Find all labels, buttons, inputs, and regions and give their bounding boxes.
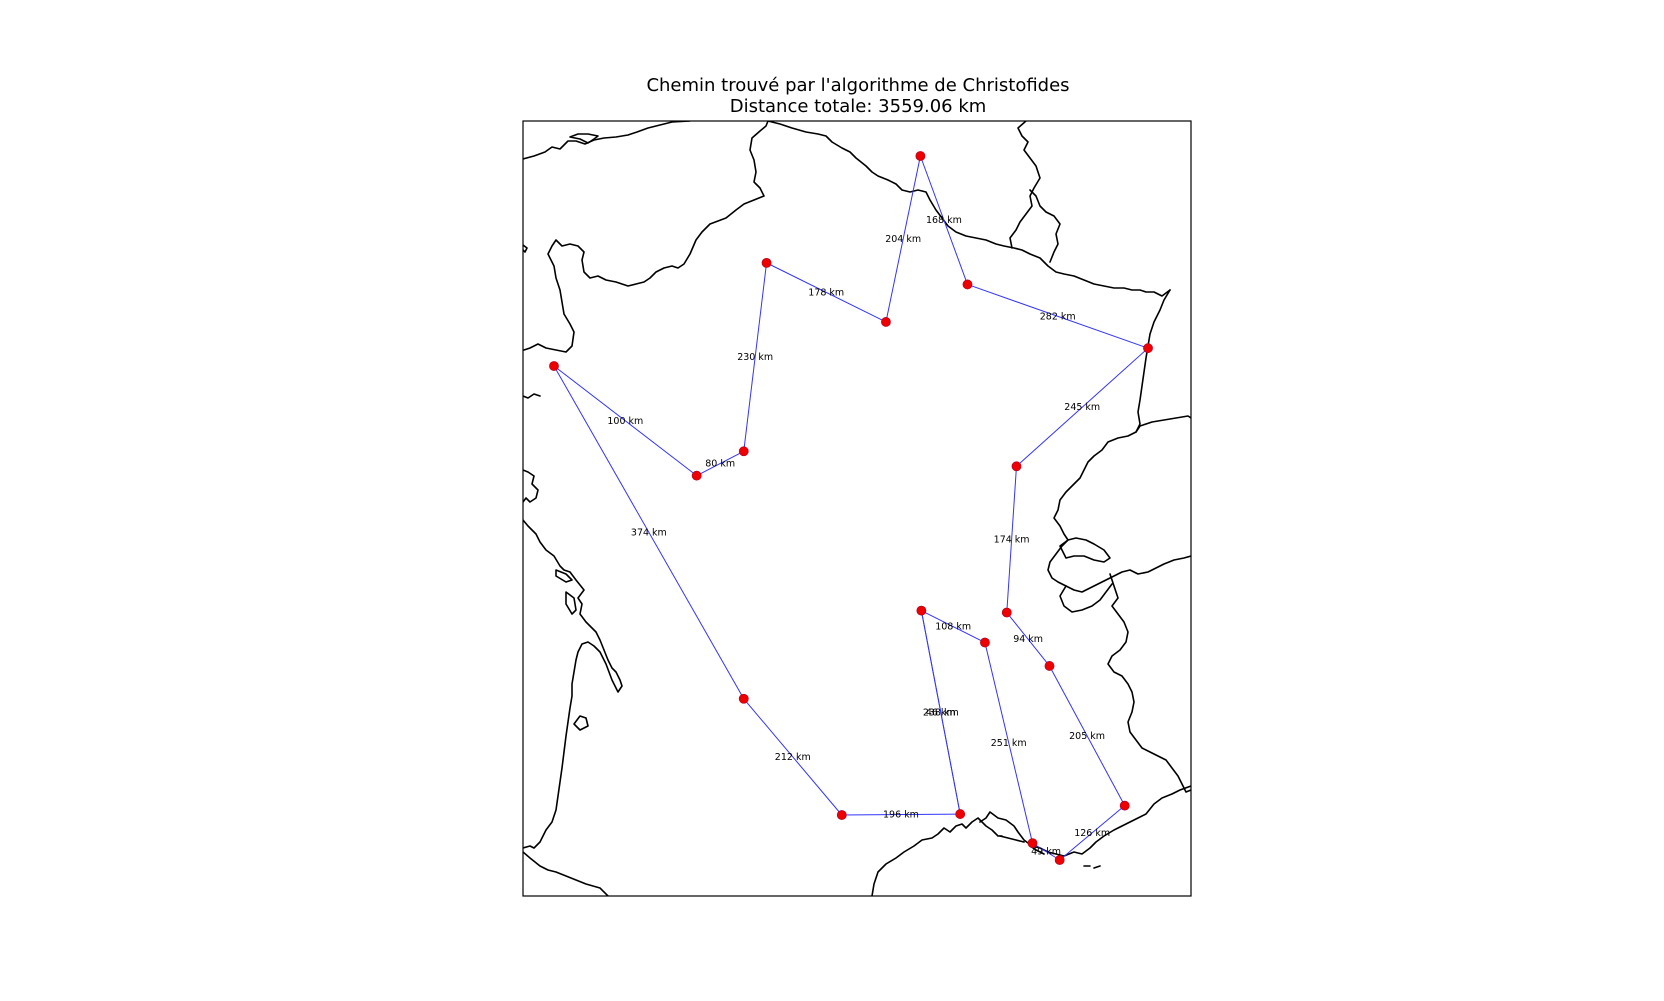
city-marker-reims	[962, 279, 973, 290]
map-frame	[522, 120, 1192, 897]
distance-label-grenoble-nice: 205 km	[1069, 731, 1105, 742]
route-segment-saint-etienne-clermont-ferrand	[921, 610, 986, 643]
distance-label-montpellier-toulouse: 196 km	[883, 810, 919, 821]
distance-label-clermont-ferrand-montpellier: 238 km	[923, 707, 959, 718]
distance-label-nantes-rennes: 80 km	[705, 458, 735, 469]
city-marker-marseille	[1027, 838, 1038, 849]
france-brittany-coast	[523, 393, 541, 399]
city-marker-toulon	[1054, 855, 1065, 865]
distance-label-strasbourg-dijon: 245 km	[1064, 402, 1100, 413]
city-marker-bordeaux	[738, 693, 749, 704]
route-segment-lyon-grenoble	[1006, 612, 1050, 667]
swiss-inner-border	[1059, 583, 1113, 613]
distance-label-reims-strasbourg: 282 km	[1040, 311, 1076, 322]
channel-islands	[523, 244, 528, 253]
route-segment-rennes-le-havre	[743, 262, 768, 452]
route-segment-brest-nantes	[553, 365, 697, 477]
city-marker-toulouse	[836, 810, 847, 820]
route-segment-montpellier-clermont-ferrand	[920, 610, 961, 815]
title-line-1: Chemin trouvé par l'algorithme de Christ…	[646, 75, 1069, 96]
city-marker-nantes	[691, 470, 702, 481]
city-marker-rennes	[738, 446, 749, 457]
city-marker-clermont-ferrand	[916, 605, 927, 616]
distance-label-dijon-lyon: 174 km	[994, 534, 1030, 545]
arcachon-basin	[573, 715, 589, 731]
route-distance-labels: 168 km 282 km 245 km 174 km 94 km 205 km 126 k…	[607, 215, 1110, 857]
route-segment-dijon-lyon	[1006, 466, 1017, 613]
spain-north-coast	[523, 851, 609, 896]
distance-label-saint-etienne-clermont-ferrand: 108 km	[935, 622, 971, 633]
route-lines	[553, 155, 1149, 861]
route-segment-grenoble-nice	[1049, 665, 1126, 806]
distance-label-toulouse-bordeaux: 212 km	[775, 752, 811, 763]
luxembourg-border	[1009, 121, 1041, 249]
luxembourg-inner	[1029, 189, 1061, 263]
distance-label-lyon-grenoble: 94 km	[1013, 634, 1043, 645]
city-marker-lyon	[1001, 607, 1012, 618]
route-segment-nantes-rennes	[696, 450, 744, 477]
distance-label-nice-toulon: 126 km	[1074, 828, 1110, 839]
distance-label-bordeaux-brest: 374 km	[631, 527, 667, 538]
route-segment-marseille-saint-etienne	[984, 642, 1033, 844]
lake-geneva	[1059, 537, 1111, 563]
distance-label-paris-lille: 204 km	[885, 234, 921, 245]
city-marker-le-havre	[761, 257, 772, 268]
rhine-border	[1135, 289, 1171, 433]
route-segment-toulouse-bordeaux	[743, 698, 843, 816]
distance-label-rennes-le-havre: 230 km	[737, 352, 773, 363]
city-marker-lille	[915, 151, 926, 161]
distance-label-le-havre-paris: 178 km	[808, 287, 844, 298]
distance-label-lille-reims: 168 km	[926, 215, 962, 226]
hyeres-islands	[1083, 865, 1101, 869]
city-marker-dijon	[1011, 461, 1022, 472]
italian-border	[1107, 573, 1191, 793]
distance-label-toulon-marseille: 49 km	[1031, 847, 1061, 858]
route-segment-strasbourg-dijon	[1016, 347, 1149, 467]
map-area: 168 km 282 km 245 km 174 km 94 km 205 km 126 k…	[523, 121, 1191, 896]
city-marker-saint-etienne	[980, 637, 990, 648]
city-marker-nice	[1119, 800, 1130, 811]
france-north-coast	[523, 121, 769, 353]
distance-label-montpellier-clermont-ferrand: 46 km	[926, 707, 956, 718]
distance-label-brest-nantes: 100 km	[607, 416, 643, 427]
swiss-border	[1047, 415, 1191, 593]
city-marker-brest	[549, 361, 559, 371]
route-segment-bordeaux-brest	[553, 365, 745, 700]
title-line-2: Distance totale: 3559.06 km	[730, 96, 987, 117]
route-segment-paris-lille	[885, 155, 921, 323]
england-coast	[523, 121, 691, 160]
coastlines-and-borders	[523, 121, 1191, 896]
distance-label-marseille-saint-etienne: 251 km	[991, 738, 1027, 749]
city-marker-paris	[881, 317, 891, 327]
isle-of-wight	[569, 133, 599, 144]
route-segment-le-havre-paris	[766, 262, 887, 323]
city-marker-strasbourg	[1143, 343, 1153, 354]
city-markers	[549, 151, 1153, 865]
route-segment-lille-reims	[919, 155, 968, 285]
city-marker-grenoble	[1044, 661, 1055, 671]
ile-de-re	[555, 569, 573, 583]
belgian-border	[767, 121, 1171, 297]
mediterranean-coast	[979, 785, 1191, 857]
route-segment-montpellier-toulouse	[841, 813, 961, 816]
france-atlantic-coast	[523, 469, 623, 849]
route-segment-toulon-marseille	[1032, 842, 1060, 861]
city-marker-montpellier	[955, 809, 966, 819]
route-segment-nice-toulon	[1059, 805, 1126, 861]
ile-d-oleron	[565, 591, 577, 615]
route-segment-reims-strasbourg	[967, 283, 1149, 349]
pyrenees-border	[871, 817, 1003, 896]
